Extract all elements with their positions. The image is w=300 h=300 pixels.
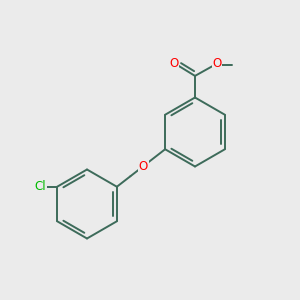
- Text: O: O: [139, 160, 148, 172]
- Text: O: O: [213, 57, 222, 70]
- Text: Cl: Cl: [35, 180, 46, 193]
- Text: O: O: [169, 57, 178, 70]
